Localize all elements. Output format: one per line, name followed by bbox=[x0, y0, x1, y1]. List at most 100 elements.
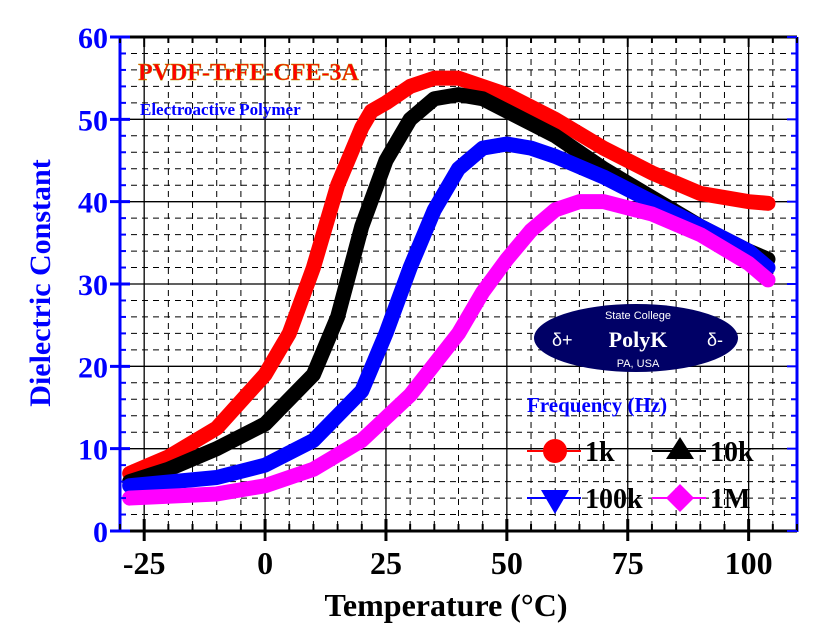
data-point-100k bbox=[530, 147, 533, 150]
data-point-1M bbox=[602, 200, 605, 203]
data-point-10k bbox=[336, 315, 339, 318]
legend-title: Frequency (Hz) bbox=[527, 393, 667, 417]
chart-subtitle: Electroactive Polymer bbox=[140, 100, 301, 119]
data-point-1k bbox=[288, 332, 291, 335]
y-tick-label: 10 bbox=[78, 434, 108, 467]
data-point-10k bbox=[360, 225, 363, 228]
data-point-100k bbox=[409, 266, 412, 269]
legend-item-100k: 100k bbox=[527, 484, 643, 515]
y-tick-label: 60 bbox=[78, 22, 108, 55]
data-point-1M bbox=[505, 258, 508, 261]
data-point-1k bbox=[215, 427, 218, 430]
data-point-1k bbox=[264, 373, 267, 376]
data-point-100k bbox=[481, 147, 484, 150]
x-tick-label: 50 bbox=[491, 545, 523, 581]
logo-delta-minus: δ- bbox=[707, 330, 723, 350]
axes bbox=[110, 35, 799, 541]
data-point-10k bbox=[167, 468, 170, 471]
data-point-100k bbox=[766, 266, 769, 269]
legend-item-10k: 10k bbox=[652, 437, 754, 468]
data-point-100k bbox=[747, 250, 750, 253]
data-point-10k bbox=[384, 159, 387, 162]
data-point-1k bbox=[650, 171, 653, 174]
data-point-1k bbox=[409, 85, 412, 88]
data-point-100k bbox=[650, 200, 653, 203]
data-point-100k bbox=[433, 208, 436, 211]
data-point-1M bbox=[128, 497, 131, 500]
data-point-10k bbox=[409, 118, 412, 121]
legend-label: 1k bbox=[585, 437, 615, 468]
legend-label: 1M bbox=[710, 484, 750, 515]
data-point-100k bbox=[215, 476, 218, 479]
logo-name: PolyK bbox=[609, 327, 668, 352]
polyk-logo: State College PolyK PA, USA δ+ δ- bbox=[534, 304, 738, 372]
logo-top-text: State College bbox=[605, 310, 671, 322]
legend-circle-marker-icon bbox=[543, 439, 567, 463]
data-point-1k bbox=[602, 147, 605, 150]
data-point-1k bbox=[747, 200, 750, 203]
series-line-1k bbox=[122, 70, 776, 481]
data-point-1k bbox=[360, 126, 363, 129]
logo-delta-plus: δ+ bbox=[552, 330, 573, 350]
data-point-1M bbox=[578, 200, 581, 203]
data-point-1M bbox=[766, 278, 769, 281]
y-tick-label: 30 bbox=[78, 269, 108, 302]
data-point-10k bbox=[554, 134, 557, 137]
logo-bottom-text: PA, USA bbox=[617, 358, 660, 370]
data-point-100k bbox=[312, 439, 315, 442]
data-point-10k bbox=[215, 447, 218, 450]
data-point-1M bbox=[699, 233, 702, 236]
data-point-1k bbox=[370, 110, 373, 113]
data-point-1M bbox=[650, 213, 653, 216]
chart-title: PVDF-TrFE-CFE-3A bbox=[138, 60, 360, 86]
tick-labels: -25 0 25 50 75 100 0 10 20 30 40 50 60 bbox=[78, 22, 773, 581]
data-point-100k bbox=[457, 167, 460, 170]
x-tick-label: 75 bbox=[612, 545, 644, 581]
data-point-1k bbox=[766, 202, 769, 205]
data-point-1M bbox=[554, 208, 557, 211]
y-tick-label: 20 bbox=[78, 351, 108, 384]
data-point-10k bbox=[312, 373, 315, 376]
x-tick-label: 100 bbox=[725, 545, 773, 581]
data-point-1M bbox=[747, 262, 750, 265]
data-point-10k bbox=[505, 110, 508, 113]
y-tick-label: 40 bbox=[78, 187, 108, 220]
legend-item-1k: 1k bbox=[527, 437, 615, 468]
data-point-100k bbox=[360, 390, 363, 393]
legend: 1k 10k 100k 1M bbox=[527, 437, 754, 515]
data-point-1k bbox=[457, 77, 460, 80]
data-point-1M bbox=[457, 332, 460, 335]
data-point-100k bbox=[602, 175, 605, 178]
data-point-1k bbox=[312, 266, 315, 269]
data-point-1k bbox=[167, 455, 170, 458]
data-point-1k bbox=[384, 101, 387, 104]
series-group bbox=[122, 70, 776, 506]
legend-triangle-up-marker-icon bbox=[666, 437, 694, 459]
data-point-1M bbox=[360, 439, 363, 442]
data-point-1k bbox=[554, 118, 557, 121]
x-tick-label: -25 bbox=[123, 545, 166, 581]
data-point-10k bbox=[481, 97, 484, 100]
data-point-1M bbox=[215, 492, 218, 495]
legend-diamond-marker-icon bbox=[666, 484, 694, 512]
data-point-100k bbox=[554, 155, 557, 158]
legend-item-1M: 1M bbox=[652, 484, 750, 515]
x-tick-label: 0 bbox=[257, 545, 273, 581]
y-axis-label: Dielectric Constant bbox=[24, 159, 57, 406]
x-tick-label: 25 bbox=[370, 545, 402, 581]
legend-label: 100k bbox=[585, 484, 643, 515]
data-point-100k bbox=[128, 484, 131, 487]
data-point-1M bbox=[312, 468, 315, 471]
data-point-1M bbox=[530, 229, 533, 232]
data-point-1M bbox=[264, 484, 267, 487]
data-point-1M bbox=[409, 394, 412, 397]
data-point-1M bbox=[481, 291, 484, 294]
data-point-100k bbox=[384, 332, 387, 335]
data-point-10k bbox=[433, 97, 436, 100]
data-point-10k bbox=[264, 422, 267, 425]
legend-triangle-down-marker-icon bbox=[541, 490, 569, 514]
data-point-100k bbox=[264, 464, 267, 467]
data-point-100k bbox=[505, 143, 508, 146]
